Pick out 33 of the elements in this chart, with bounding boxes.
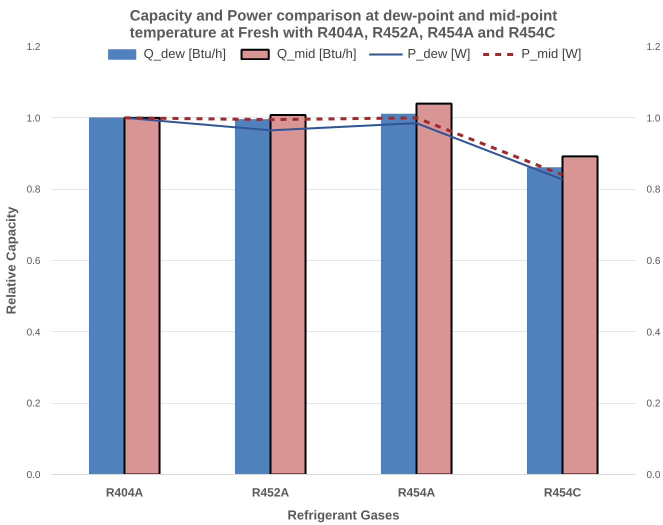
bar — [124, 116, 161, 474]
y2-tick-label: 0.2 — [646, 398, 661, 410]
x-tick-label: R454A — [398, 486, 436, 500]
y2-tick-label: 0.0 — [646, 470, 661, 481]
x-tick-label: R454C — [544, 486, 582, 500]
y2-tick-label: 0.8 — [646, 184, 661, 196]
bar — [562, 155, 599, 474]
legend-label: Q_dew [Btu/h] — [144, 46, 226, 61]
bar — [270, 114, 307, 474]
x-axis-title: Refrigerant Gases — [288, 508, 400, 522]
bar — [88, 117, 125, 474]
y-tick-label: 0.4 — [26, 327, 41, 338]
y2-tick-label: 1.2 — [646, 42, 661, 53]
chart-title: Capacity and Power comparison at dew-point and mid-point temperature at Fresh with R404A, R452A, R454A and R454C — [130, 8, 558, 42]
y2-tick-label: 0.4 — [646, 327, 661, 338]
y-tick-label: 0.0 — [26, 470, 41, 481]
y2-tick-label: 0.6 — [646, 256, 661, 267]
legend-label: Q_mid [Btu/h] — [277, 46, 357, 61]
bar — [380, 114, 417, 474]
x-tick-label: R452A — [252, 486, 290, 500]
y-tick-label: 0.2 — [26, 398, 41, 410]
bar — [234, 119, 271, 474]
legend-label: P_mid [W] — [521, 46, 582, 61]
y2-tick-label: 1.0 — [646, 113, 661, 124]
y-tick-label: 1.2 — [26, 42, 41, 53]
bar — [526, 167, 563, 474]
bar — [416, 102, 453, 474]
y-tick-label: 1.0 — [26, 113, 41, 124]
x-tick-label: R404A — [106, 486, 144, 500]
legend-label: P_dew [W] — [408, 46, 470, 61]
y-tick-label: 0.8 — [26, 184, 41, 196]
y-axis-title: Relative Capacity — [4, 206, 19, 314]
y-tick-label: 0.6 — [26, 256, 41, 267]
